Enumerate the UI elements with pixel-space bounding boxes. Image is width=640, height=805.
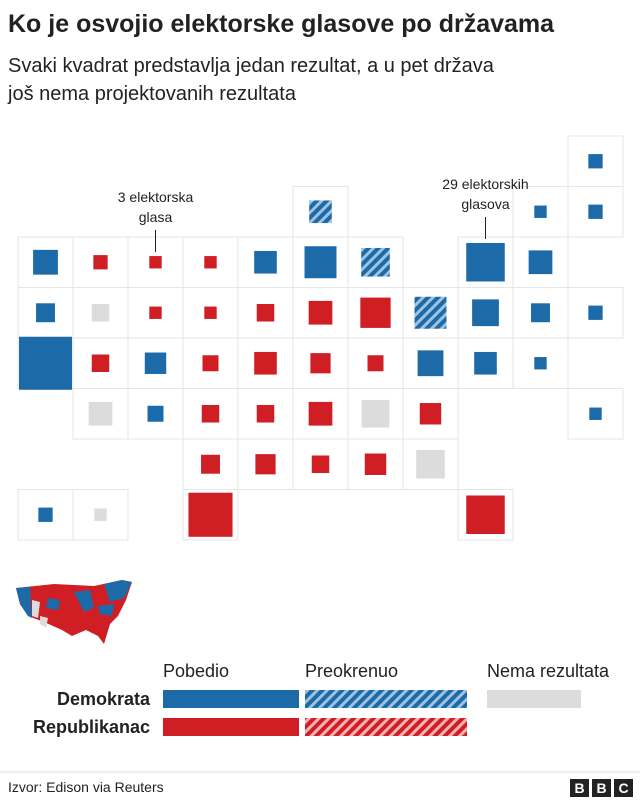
source: Izvor: Edison via Reuters [8, 779, 164, 795]
state-square [419, 403, 442, 425]
state-square [144, 352, 167, 374]
state-square [364, 453, 387, 475]
state-square [188, 492, 233, 537]
state-square [255, 454, 276, 475]
state-square [589, 407, 602, 420]
tile [567, 186, 624, 238]
state-square [311, 455, 330, 474]
legend-label: Republikanac [33, 717, 150, 737]
logo-box [570, 779, 589, 797]
tile [457, 489, 514, 541]
logo-letter: C [618, 780, 628, 796]
legend-swatch [305, 690, 467, 708]
state-square [528, 250, 553, 275]
state-square [367, 355, 384, 372]
state-square [310, 353, 331, 374]
logo-box [592, 779, 611, 797]
state-square [204, 256, 217, 269]
subtitle: još nema projektovanih rezultata [7, 83, 297, 105]
annotation: 29 elektorskih [442, 176, 528, 192]
state-square [91, 303, 110, 322]
legend-swatch [487, 690, 581, 708]
state-square [94, 508, 107, 521]
legend-header: Nema rezultata [487, 661, 610, 681]
state-square [417, 350, 444, 377]
legend-header: Preokrenuo [305, 661, 398, 681]
state-square [33, 249, 58, 275]
state-square [588, 204, 603, 219]
state-square [304, 246, 337, 279]
state-square [416, 449, 445, 479]
tile [567, 388, 624, 440]
state-square [254, 250, 277, 274]
state-square [254, 351, 277, 375]
state-square [36, 303, 55, 323]
state-square [466, 495, 505, 535]
state-square [256, 404, 275, 423]
state-square [361, 399, 390, 428]
state-square [88, 401, 113, 426]
state-square [149, 256, 162, 269]
us-map-icon [16, 580, 132, 644]
state-square [201, 404, 220, 423]
state-square [531, 303, 550, 323]
annotation: 3 elektorska [118, 189, 194, 205]
state-square [201, 454, 220, 474]
tile [72, 489, 129, 541]
state-square [474, 351, 497, 375]
state-square [93, 255, 108, 270]
title: Ko je osvojio elektorske glasove po drža… [8, 10, 555, 38]
state-square [361, 247, 390, 277]
state-square [534, 205, 547, 218]
logo-letter: B [596, 780, 606, 796]
state-square [202, 355, 219, 372]
logo-box [614, 779, 633, 797]
annotation: glasova [461, 196, 509, 212]
annotation: glasa [139, 209, 173, 225]
state-square [414, 296, 447, 329]
state-square [534, 357, 547, 370]
state-square [91, 354, 110, 373]
state-square [308, 401, 333, 426]
tile [567, 287, 624, 339]
state-square [309, 200, 332, 224]
tile [182, 489, 239, 541]
legend-label: Demokrata [57, 689, 151, 709]
state-square [360, 297, 391, 328]
state-square [18, 336, 73, 390]
state-square [588, 305, 603, 320]
legend-swatch [163, 718, 299, 736]
legend-swatch [163, 690, 299, 708]
legend-header: Pobedio [163, 661, 229, 681]
state-square [308, 300, 333, 325]
state-square [147, 405, 164, 422]
state-square [256, 303, 275, 322]
state-square [466, 242, 505, 282]
state-square [204, 306, 217, 319]
state-square [472, 299, 499, 327]
tile [402, 438, 459, 490]
state-square [588, 154, 603, 169]
logo-letter: B [574, 780, 584, 796]
tile [512, 337, 569, 389]
legend-swatch [305, 718, 467, 736]
state-square [149, 306, 162, 319]
state-square [38, 507, 53, 522]
subtitle: Svaki kvadrat predstavlja jedan rezultat… [8, 55, 495, 77]
